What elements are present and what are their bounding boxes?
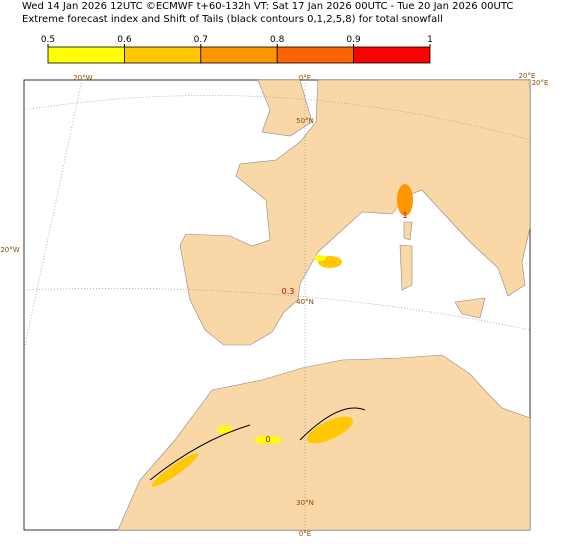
- britain: [257, 79, 313, 137]
- contour-label: 0.3: [282, 287, 295, 296]
- colorbar-tick-label: 0.8: [270, 35, 285, 45]
- colorbar-segment: [276, 46, 355, 64]
- graticule-label: 40°N: [296, 298, 314, 306]
- graticule-label: 30°N: [296, 499, 314, 507]
- map-labels: 20°W 0°E 20°E20°E 50°N 40°N 30°N 20°W 0°E 0.3 0 1: [0, 72, 548, 538]
- graticule-label: 50°N: [296, 117, 314, 125]
- map: [23, 79, 531, 531]
- graticule: [23, 79, 531, 530]
- colorbar-tick-label: 0.6: [117, 35, 132, 45]
- graticule-label: 20°E: [532, 79, 549, 87]
- sicily: [454, 297, 486, 319]
- north-africa: [117, 354, 531, 531]
- snowfall: [149, 184, 413, 487]
- graticule-label: 20°E: [519, 72, 536, 80]
- colorbar-tick-label: 0.5: [41, 35, 55, 45]
- graticule-label: 20°W: [73, 74, 92, 82]
- graticule-label: 0°E: [299, 74, 311, 82]
- colorbar: 0.5 0.6 0.7 0.8 0.9 1: [41, 35, 433, 64]
- header-line2: Extreme forecast index and Shift of Tail…: [22, 14, 443, 25]
- colorbar-segment: [47, 46, 125, 64]
- colorbar-segment: [353, 46, 431, 64]
- colorbar-segment: [200, 46, 278, 64]
- graticule-label: 0°E: [299, 530, 311, 538]
- contour-label: 0: [265, 435, 270, 444]
- corsica: [403, 221, 413, 241]
- colorbar-segment: [124, 46, 202, 64]
- colorbar-tick-label: 1: [427, 35, 433, 45]
- header-line1: Wed 14 Jan 2026 12UTC ©ECMWF t+60-132h V…: [22, 1, 513, 12]
- sardinia: [399, 244, 413, 291]
- colorbar-tick-label: 0.7: [194, 35, 208, 45]
- contour-label: 1: [402, 211, 407, 220]
- colorbar-tick-label: 0.9: [346, 35, 361, 45]
- graticule-label: 20°W: [0, 246, 19, 254]
- europe: [179, 79, 531, 346]
